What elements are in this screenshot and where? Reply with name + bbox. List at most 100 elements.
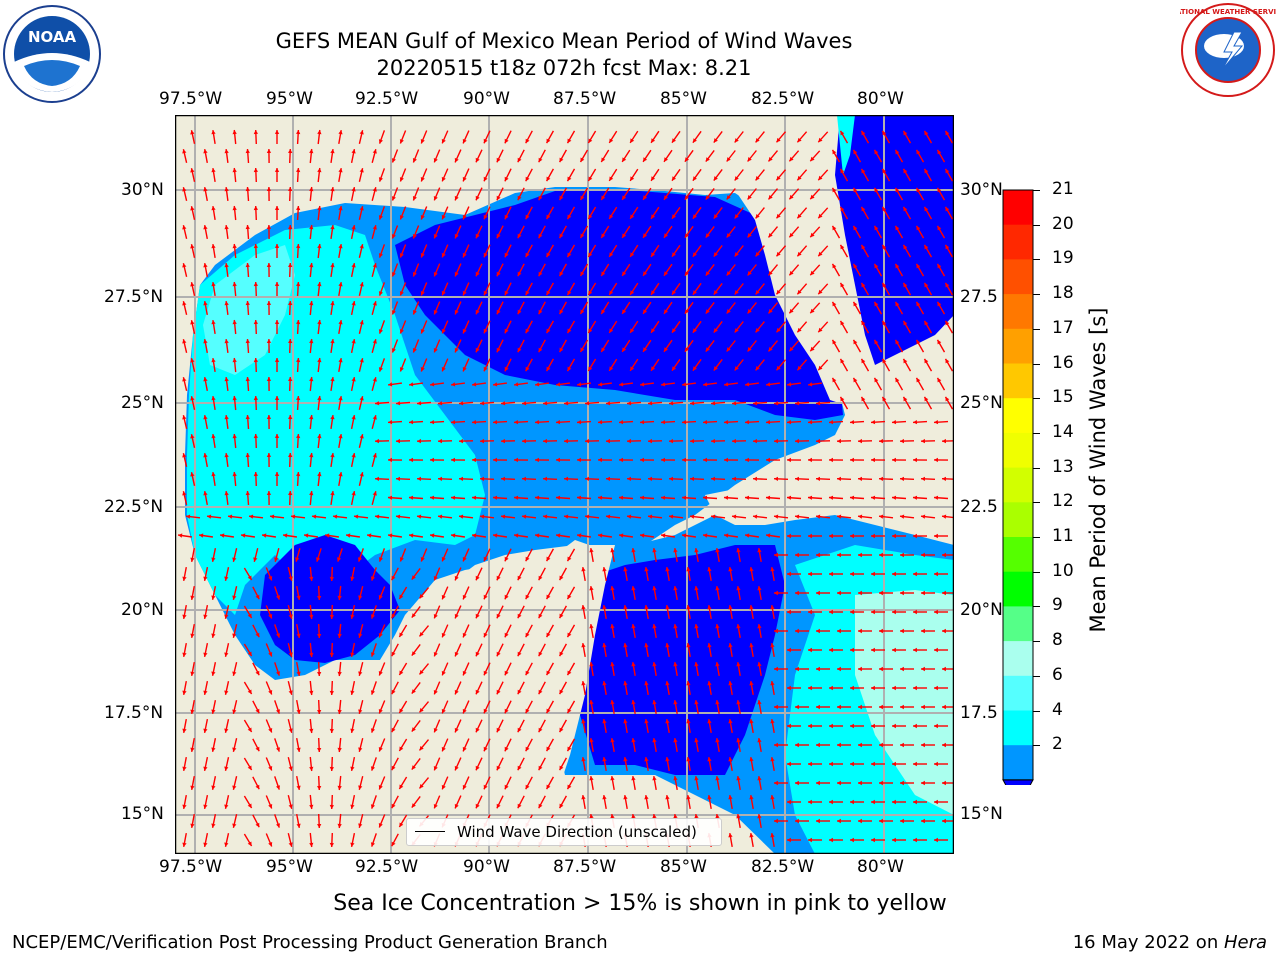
wind-wave-arrow-head xyxy=(711,438,715,444)
wind-wave-arrow-head xyxy=(757,776,762,781)
wind-wave-arrow-head xyxy=(795,590,799,596)
wind-wave-arrow-head xyxy=(462,556,467,562)
colorbar-segment xyxy=(1003,398,1033,434)
wind-wave-arrow-head xyxy=(211,557,216,562)
wind-wave-arrow-head xyxy=(350,576,355,581)
wind-wave-arrow-head xyxy=(640,382,645,387)
wind-wave-arrow-head xyxy=(454,347,459,353)
wind-wave-arrow-head xyxy=(711,514,716,519)
wind-wave-arrow-head xyxy=(462,670,467,676)
wind-wave-arrow-head xyxy=(853,149,858,155)
wind-wave-arrow-head xyxy=(665,719,670,724)
wind-wave-arrow-head xyxy=(789,194,794,200)
wind-wave-arrow-head xyxy=(874,263,879,269)
wind-wave-arrow-head xyxy=(433,158,438,163)
wind-wave-arrow-head xyxy=(317,130,322,135)
wind-wave-arrow-head xyxy=(686,643,691,648)
wind-wave-arrow-head xyxy=(203,149,208,154)
wind-wave-arrow-head xyxy=(337,785,342,790)
wind-wave-arrow-head xyxy=(399,177,404,182)
wind-wave-arrow-head xyxy=(581,757,586,762)
colorbar-segment xyxy=(1003,224,1033,260)
wind-wave-arrow-head xyxy=(211,244,216,249)
wind-wave-arrow-head xyxy=(832,377,837,383)
wind-wave-arrow-head xyxy=(694,776,699,781)
wind-wave-arrow-head xyxy=(378,557,383,562)
wind-wave-arrow-head xyxy=(903,358,908,364)
wind-wave-arrow-head xyxy=(903,168,908,174)
wind-wave-arrow-head xyxy=(672,290,676,295)
wind-wave-arrow-head xyxy=(895,339,900,345)
wind-wave-arrow-head xyxy=(684,347,689,352)
wind-wave-arrow-head xyxy=(232,472,237,477)
wind-wave-arrow-head xyxy=(391,765,396,771)
wind-wave-arrow-head xyxy=(732,476,736,481)
wind-wave-arrow-head xyxy=(391,575,396,581)
wind-wave-arrow-head xyxy=(483,746,488,752)
wind-wave-arrow-head xyxy=(705,233,710,238)
wind-wave-arrow-head xyxy=(808,723,812,729)
wind-wave-arrow-head xyxy=(567,784,572,790)
wind-wave-arrow-head xyxy=(829,495,834,500)
wind-wave-arrow-head xyxy=(438,438,442,444)
wind-wave-arrow-head xyxy=(672,176,676,181)
wind-wave-arrow-head xyxy=(370,766,375,771)
wind-wave-arrow-head xyxy=(673,662,678,667)
wind-wave-arrow-head xyxy=(546,214,551,220)
wind-wave-arrow-head xyxy=(755,176,760,181)
wind-wave-arrow-head xyxy=(602,719,607,724)
wind-wave-arrow-head xyxy=(609,214,614,219)
wind-wave-arrow-head xyxy=(330,263,335,268)
wind-wave-arrow-head xyxy=(661,382,666,387)
wind-wave-arrow-head xyxy=(329,804,334,809)
wind-wave-arrow-head xyxy=(768,195,773,200)
wind-wave-arrow-head xyxy=(525,138,530,144)
lon-label-bottom: 85°W xyxy=(660,857,707,877)
wind-wave-arrow-head xyxy=(879,704,883,710)
wind-wave-arrow-head xyxy=(309,804,314,809)
wind-wave-arrow-head xyxy=(329,728,334,733)
wind-wave-arrow-head xyxy=(903,244,908,250)
wind-wave-arrow-head xyxy=(934,799,938,805)
wind-wave-arrow-head xyxy=(567,746,572,752)
wind-wave-arrow-head xyxy=(580,233,585,238)
wind-wave-arrow-head xyxy=(726,157,731,162)
wind-wave-arrow-head xyxy=(538,347,543,353)
wind-wave-arrow-head xyxy=(945,320,950,326)
wind-wave-arrow-head xyxy=(942,476,946,481)
wind-wave-arrow-head xyxy=(538,613,543,619)
wind-wave-arrow-head xyxy=(522,401,527,406)
wind-wave-arrow-head xyxy=(728,795,733,800)
wind-wave-arrow-head xyxy=(433,310,438,315)
wind-wave-arrow-head xyxy=(840,168,845,174)
wind-wave-arrow-head xyxy=(787,457,791,463)
wind-wave-arrow-head xyxy=(266,149,272,153)
wind-wave-arrow-head xyxy=(749,643,754,648)
wind-wave-arrow-head xyxy=(420,291,425,296)
wind-wave-arrow-head xyxy=(934,609,938,615)
wind-wave-arrow-head xyxy=(247,841,252,846)
colorbar-tick-label: 4 xyxy=(1052,699,1063,720)
wind-wave-arrow-head xyxy=(861,282,866,288)
wind-wave-arrow-head xyxy=(525,708,530,714)
wind-wave-arrow-head xyxy=(338,244,343,249)
wind-wave-arrow-head xyxy=(853,301,858,307)
wind-wave-arrow-head xyxy=(715,586,720,591)
wind-wave-arrow-head xyxy=(207,514,212,519)
wind-wave-arrow-head xyxy=(673,776,678,781)
wind-wave-arrow-head xyxy=(288,453,293,457)
wind-wave-arrow-head xyxy=(514,495,519,500)
wind-wave-arrow-head xyxy=(378,747,383,752)
noaa-logo: NOAA xyxy=(3,5,101,103)
wind-wave-arrow-head xyxy=(837,818,841,824)
wind-wave-arrow-head xyxy=(640,533,645,538)
wind-wave-arrow-head xyxy=(359,320,364,325)
wind-wave-arrow-head xyxy=(417,401,422,406)
wind-wave-arrow-head xyxy=(787,837,791,843)
wind-wave-arrow-head xyxy=(630,176,635,181)
wind-wave-arrow-head xyxy=(580,309,585,314)
wind-wave-arrow-head xyxy=(648,401,653,406)
wind-wave-arrow-head xyxy=(475,765,480,771)
wind-wave-arrow-head xyxy=(220,533,225,538)
wind-wave-arrow-head xyxy=(333,514,338,519)
